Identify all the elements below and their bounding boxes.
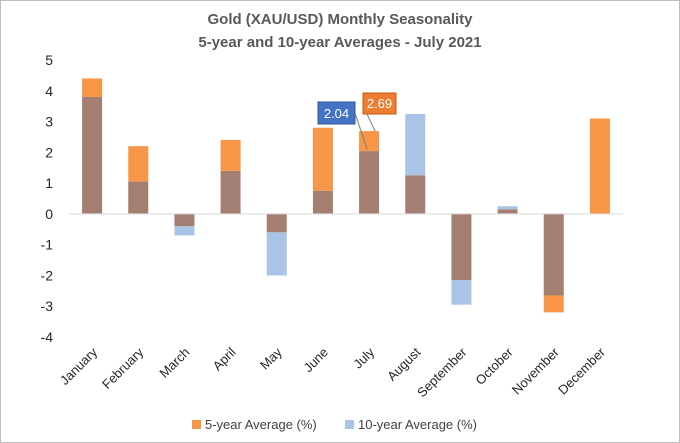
legend-item-10-year-swatch <box>345 420 354 429</box>
callout-label-10-year: 2.04 <box>324 106 349 121</box>
callout-leader-10-year <box>354 112 368 150</box>
bar-10-year <box>451 280 472 305</box>
bar-overlap <box>359 151 380 214</box>
y-tick-label: -4 <box>41 329 54 345</box>
bar-overlap <box>128 181 149 214</box>
bar-5-year <box>543 295 564 313</box>
bar-overlap <box>82 96 103 214</box>
legend-item-5-year-label: 5-year Average (%) <box>205 417 317 432</box>
y-tick-label: -1 <box>41 237 54 253</box>
bar-10-year <box>405 113 426 176</box>
y-axis-ticks: 5 4 3 2 1 0 -1 -2 -3 -4 <box>41 52 54 345</box>
chart-subtitle: 5-year and 10-year Averages - July 2021 <box>198 34 481 51</box>
callout-leader-5-year <box>366 113 376 132</box>
bar-5-year <box>220 140 241 171</box>
chart-title: Gold (XAU/USD) Monthly Seasonality <box>207 11 473 28</box>
x-category-label: March <box>156 345 192 381</box>
x-category-label: February <box>99 344 147 392</box>
y-tick-label: -3 <box>41 298 54 314</box>
x-category-label: October <box>472 344 516 388</box>
bar-5-year <box>82 78 103 97</box>
x-category-label: May <box>257 344 285 372</box>
bar-overlap <box>220 170 241 214</box>
bar-overlap <box>451 213 472 281</box>
bar-10-year <box>266 232 287 276</box>
legend-item-5-year-swatch <box>192 420 201 429</box>
x-category-label: November <box>509 344 562 397</box>
y-tick-label: 3 <box>45 114 53 130</box>
bars <box>82 78 610 313</box>
callout-label-5-year: 2.69 <box>367 96 392 111</box>
y-tick-label: -2 <box>41 267 54 283</box>
legend: 5-year Average (%) 10-year Average (%) <box>192 417 477 432</box>
x-category-label: August <box>384 344 423 383</box>
x-category-label: July <box>350 344 377 371</box>
bar-overlap <box>543 213 564 296</box>
bar-overlap <box>312 190 333 214</box>
bar-overlap <box>497 209 518 214</box>
callout-box-5-year <box>362 92 397 115</box>
y-tick-label: 1 <box>45 175 53 191</box>
y-tick-label: 4 <box>45 83 53 99</box>
bar-10-year <box>497 206 518 210</box>
bar-overlap <box>266 213 287 233</box>
bar-5-year <box>359 131 380 152</box>
x-category-label: December <box>555 344 608 397</box>
legend-item-10-year-label: 10-year Average (%) <box>358 417 477 432</box>
x-category-label: September <box>414 344 470 400</box>
bar-overlap <box>174 213 195 227</box>
bar-5-year <box>312 127 333 191</box>
y-tick-label: 0 <box>45 206 53 222</box>
callouts: 2.04 2.69 <box>317 92 397 150</box>
x-category-label: June <box>300 345 331 376</box>
bar-overlap <box>405 175 426 214</box>
y-tick-label: 2 <box>45 144 53 160</box>
bar-10-year <box>174 226 195 236</box>
x-category-label: April <box>210 344 239 373</box>
y-tick-label: 5 <box>45 52 53 68</box>
bar-5-year <box>589 118 610 214</box>
bar-5-year <box>128 146 149 182</box>
x-category-label: January <box>57 344 101 388</box>
